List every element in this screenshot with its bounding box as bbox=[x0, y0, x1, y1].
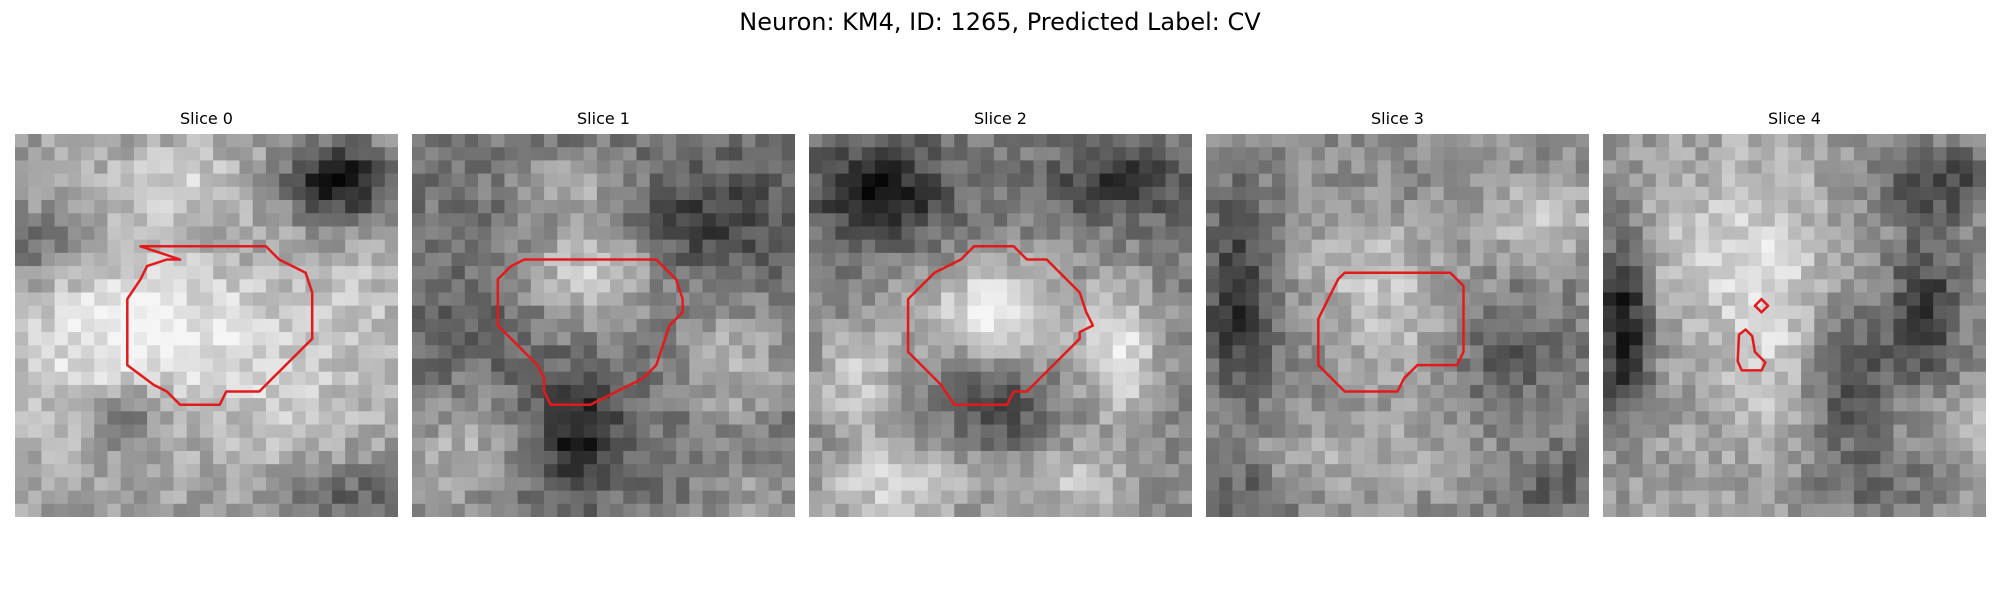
slice-title-3: Slice 3 bbox=[1371, 109, 1424, 128]
segmentation-contour bbox=[126, 245, 314, 406]
slice-panel-1: Slice 1 bbox=[412, 108, 795, 517]
segmentation-contour bbox=[1753, 297, 1770, 314]
figure-title: Neuron: KM4, ID: 1265, Predicted Label: … bbox=[739, 8, 1261, 36]
slice-image-0 bbox=[15, 134, 398, 517]
pixel-grid bbox=[1603, 134, 1986, 517]
slice-title-1: Slice 1 bbox=[577, 109, 630, 128]
slice-image-4 bbox=[1603, 134, 1986, 517]
slice-panel-3: Slice 3 bbox=[1206, 108, 1589, 517]
slice-title-4: Slice 4 bbox=[1768, 109, 1821, 128]
segmentation-contour bbox=[1736, 328, 1767, 372]
pixel-grid bbox=[15, 134, 398, 517]
slice-title-0: Slice 0 bbox=[180, 109, 233, 128]
segmentation-contour bbox=[496, 258, 684, 406]
slice-image-3 bbox=[1206, 134, 1589, 517]
segmentation-contour bbox=[906, 245, 1095, 406]
slice-image-2 bbox=[809, 134, 1192, 517]
pixel-grid bbox=[1206, 134, 1589, 517]
pixel-grid bbox=[412, 134, 795, 517]
slice-panel-2: Slice 2 bbox=[809, 108, 1192, 517]
slice-panel-4: Slice 4 bbox=[1603, 108, 1986, 517]
segmentation-contour bbox=[1317, 271, 1465, 393]
slice-title-2: Slice 2 bbox=[974, 109, 1027, 128]
slice-image-1 bbox=[412, 134, 795, 517]
slice-panel-0: Slice 0 bbox=[15, 108, 398, 517]
pixel-grid bbox=[809, 134, 1192, 517]
